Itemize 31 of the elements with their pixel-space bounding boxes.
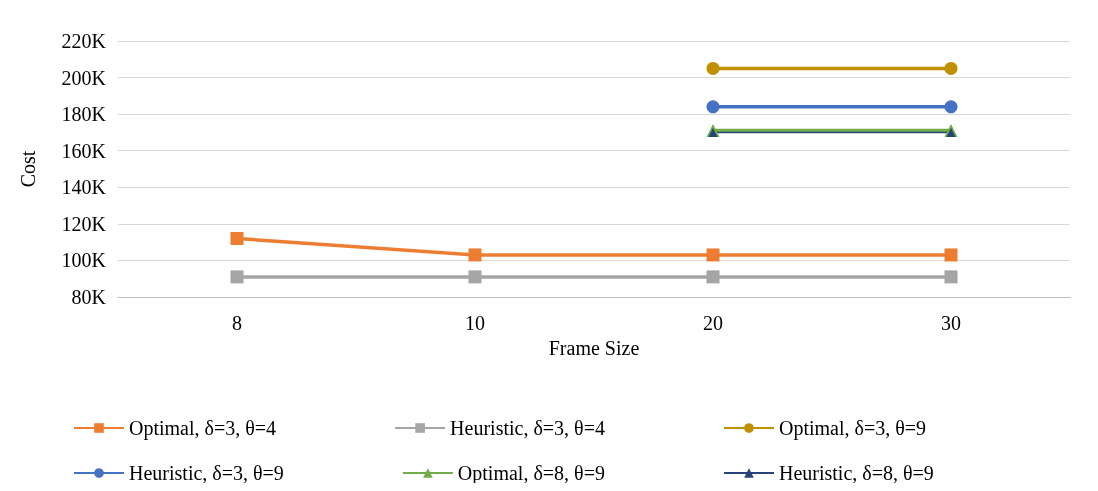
legend-label: Heuristic, δ=3, θ=4: [450, 417, 605, 439]
y-tick-label: 180K: [61, 103, 107, 126]
point: [706, 61, 720, 75]
point: [706, 100, 720, 114]
point: [468, 270, 482, 284]
point: [944, 61, 958, 75]
x-tick-label: 8: [232, 312, 242, 334]
y-tick-label: 100K: [61, 249, 107, 272]
y-tick-label: 200K: [61, 66, 107, 89]
point: [230, 231, 244, 245]
point: [944, 248, 958, 262]
point: [468, 248, 482, 262]
y-tick-label: 80K: [71, 286, 107, 308]
y-tick-label: 120K: [61, 212, 107, 235]
y-tick-label: 220K: [61, 30, 107, 52]
x-axis-title: Frame Size: [548, 336, 640, 359]
x-tick-label: 30: [941, 312, 961, 334]
y-tick-label: 160K: [61, 139, 107, 162]
x-tick-label: 20: [703, 312, 723, 334]
point: [706, 248, 720, 262]
point: [944, 100, 958, 114]
legend-label: Optimal, δ=3, θ=9: [778, 417, 927, 440]
legend-label: Optimal, δ=3, θ=4: [129, 417, 277, 440]
point: [944, 270, 958, 284]
x-tick-label: 10: [465, 312, 485, 334]
point: [706, 270, 720, 284]
point: [230, 270, 244, 284]
legend-label: Heuristic, δ=8, θ=9: [778, 462, 934, 484]
legend-label: Heuristic, δ=3, θ=9: [129, 462, 284, 484]
y-axis-title: Cost: [17, 150, 39, 188]
y-tick-label: 140K: [61, 176, 107, 199]
